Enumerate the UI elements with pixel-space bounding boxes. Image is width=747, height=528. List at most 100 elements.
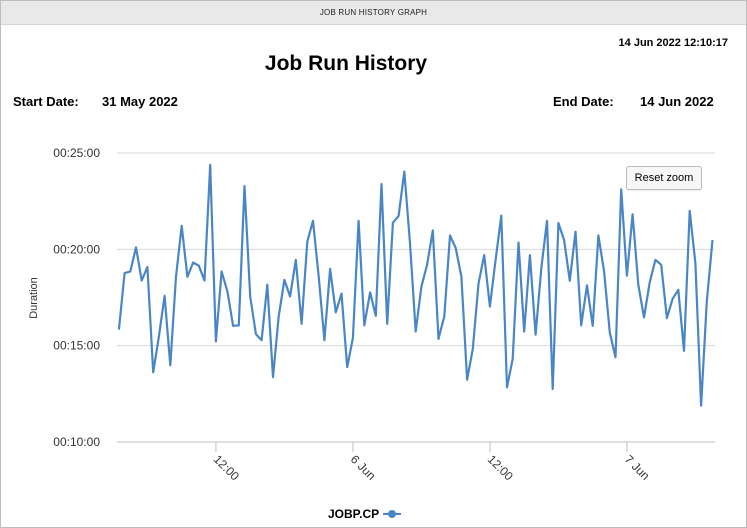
data-point[interactable] [527,252,533,258]
data-point[interactable] [453,245,459,251]
data-point[interactable] [618,186,624,192]
data-point[interactable] [190,260,196,266]
data-point[interactable] [607,330,613,336]
data-point[interactable] [635,282,641,288]
data-point[interactable] [150,369,156,375]
data-point[interactable] [436,336,442,342]
data-point[interactable] [555,220,561,226]
data-point[interactable] [476,281,482,287]
data-point[interactable] [493,257,499,263]
data-point[interactable] [202,278,208,284]
data-point[interactable] [538,265,544,271]
data-point[interactable] [692,260,698,266]
data-point[interactable] [242,183,248,189]
data-point[interactable] [424,262,430,268]
data-point[interactable] [184,274,190,280]
data-point[interactable] [144,264,150,270]
data-point[interactable] [687,208,693,214]
data-point[interactable] [464,377,470,383]
data-point[interactable] [521,329,527,335]
data-point[interactable] [179,223,185,229]
data-point[interactable] [304,239,310,245]
data-point[interactable] [287,294,293,300]
data-point[interactable] [276,313,282,319]
data-point[interactable] [647,279,653,285]
reset-zoom-button[interactable]: Reset zoom [626,166,702,190]
data-point[interactable] [316,274,322,280]
data-point[interactable] [270,374,276,380]
legend-item-jobp-cp[interactable]: JOBP.CP [328,507,402,521]
data-point[interactable] [418,284,424,290]
data-point[interactable] [601,269,607,275]
data-point[interactable] [219,269,225,275]
data-point[interactable] [373,313,379,319]
data-point[interactable] [213,339,219,345]
data-point[interactable] [561,237,567,243]
data-point[interactable] [196,263,202,269]
data-point[interactable] [504,384,510,390]
data-point[interactable] [379,181,385,187]
data-point[interactable] [264,282,270,288]
data-point[interactable] [396,213,402,219]
data-point[interactable] [361,322,367,328]
data-point[interactable] [350,335,356,341]
data-point[interactable] [122,270,128,276]
data-point[interactable] [281,277,287,283]
data-point[interactable] [710,237,716,243]
data-point[interactable] [550,386,556,392]
data-point[interactable] [116,327,122,333]
series-line-jobp-cp[interactable] [117,163,714,407]
data-point[interactable] [458,274,464,280]
data-point[interactable] [173,274,179,280]
data-point[interactable] [259,337,265,343]
data-point[interactable] [481,252,487,258]
data-point[interactable] [441,313,447,319]
data-point[interactable] [367,289,373,295]
data-point[interactable] [698,403,704,409]
data-point[interactable] [670,296,676,302]
data-point[interactable] [344,364,350,370]
data-point[interactable] [675,287,681,293]
data-point[interactable] [510,356,516,362]
data-point[interactable] [293,257,299,263]
data-point[interactable] [339,291,345,297]
data-point[interactable] [567,278,573,284]
data-point[interactable] [310,218,316,224]
data-point[interactable] [578,322,584,328]
data-point[interactable] [533,332,539,338]
data-point[interactable] [401,169,407,175]
data-point[interactable] [133,244,139,250]
data-point[interactable] [447,233,453,239]
data-point[interactable] [390,220,396,226]
data-point[interactable] [584,282,590,288]
data-point[interactable] [470,346,476,352]
data-point[interactable] [641,314,647,320]
data-point[interactable] [595,233,601,239]
data-point[interactable] [413,329,419,335]
data-point[interactable] [624,273,630,279]
data-point[interactable] [167,362,173,368]
data-point[interactable] [664,315,670,321]
data-point[interactable] [544,218,550,224]
data-point[interactable] [224,288,230,294]
data-point[interactable] [236,322,242,328]
data-point[interactable] [658,262,664,268]
data-point[interactable] [247,294,253,300]
data-point[interactable] [139,278,145,284]
data-point[interactable] [590,323,596,329]
data-point[interactable] [384,321,390,327]
data-point[interactable] [487,304,493,310]
data-point[interactable] [156,333,162,339]
data-point[interactable] [333,309,339,315]
data-point[interactable] [516,240,522,246]
data-point[interactable] [652,257,658,263]
data-point[interactable] [321,337,327,343]
data-point[interactable] [573,229,579,235]
data-point[interactable] [681,348,687,354]
data-point[interactable] [630,211,636,217]
data-point[interactable] [704,298,710,304]
data-point[interactable] [299,321,305,327]
data-point[interactable] [162,293,168,299]
data-point[interactable] [613,354,619,360]
